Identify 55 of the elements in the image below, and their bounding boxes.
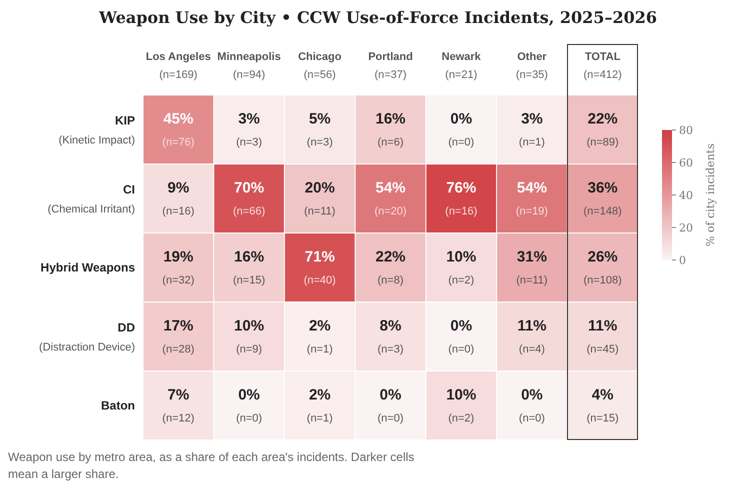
y-tick-label: KIP (Kinetic Impact) — [58, 114, 135, 146]
y-tick-label: Baton — [101, 398, 135, 412]
data-label: 10% (n=2) — [446, 248, 476, 286]
y-tick-label: Hybrid Weapons — [40, 260, 136, 274]
data-label: 0% (n=0) — [378, 386, 404, 424]
x-tick-label: Portland (n=37) — [368, 51, 413, 81]
data-label: 17% (n=28) — [162, 318, 194, 356]
text: Weapon use by metro area, as a share of each area's incidents. Darker cells mean a larger share. — [8, 449, 416, 483]
data-label: 7% (n=12) — [162, 386, 194, 424]
y-tick-label: DD (Distraction Device) — [39, 320, 136, 354]
data-label: 0% (n=0) — [518, 386, 545, 424]
x-tick-label: Minneapolis (n=94) — [217, 51, 281, 81]
color-bar-label: 0 — [679, 254, 686, 267]
data-label: 20% (n=11) — [304, 180, 336, 218]
data-label: 45% (n=76) — [162, 110, 194, 148]
color-bar-label: 80 — [679, 124, 693, 137]
data-label: 70% (n=66) — [233, 180, 266, 218]
x-tick-label: Newark (n=21) — [442, 51, 482, 81]
data-label: 54% (n=20) — [374, 180, 407, 218]
data-label: 5% (n=3) — [306, 110, 333, 148]
data-label: 0% (n=0) — [448, 318, 474, 356]
data-label: 16% (n=6) — [375, 110, 406, 148]
x-tick-label: Chicago (n=56) — [298, 51, 342, 81]
color-bar-label: 20 — [679, 222, 693, 234]
data-label: 31% (n=11) — [516, 248, 548, 286]
data-label: 19% (n=32) — [162, 248, 194, 286]
data-label: 16% (n=15) — [233, 248, 266, 286]
y-tick-label: CI (Chemical Irritant) — [48, 182, 135, 216]
data-label: 0% (n=0) — [448, 110, 474, 148]
x-tick-label: TOTAL (n=412) — [584, 51, 622, 81]
data-label: 11% (n=4) — [517, 318, 547, 356]
data-label: 76% (n=16) — [445, 180, 478, 218]
data-label: 3% (n=3) — [236, 110, 262, 148]
data-label: 8% (n=3) — [378, 318, 404, 356]
data-label: 11% (n=45) — [586, 318, 619, 356]
data-label: 4% (n=15) — [586, 386, 619, 424]
data-label: 26% (n=108) — [584, 248, 622, 286]
color-bar-label: 60 — [679, 156, 693, 170]
data-label: 3% (n=1) — [518, 110, 545, 148]
data-label: 2% (n=1) — [306, 386, 333, 424]
data-label: 2% (n=1) — [306, 318, 333, 356]
data-label: 22% (n=8) — [375, 248, 406, 286]
color-bar-title: % of city incidents — [704, 143, 717, 246]
data-label: 10% (n=9) — [234, 318, 264, 356]
x-tick-label: Other (n=35) — [516, 51, 548, 81]
data-label: 36% (n=148) — [584, 180, 622, 218]
data-label: 22% (n=89) — [586, 110, 619, 148]
chart-title: Weapon Use by City • CCW Use-of-Force Incidents, 2025–2026 — [98, 8, 658, 27]
color-bar-label: 40 — [679, 189, 693, 202]
data-label: 71% (n=40) — [304, 248, 336, 286]
data-label: 0% (n=0) — [236, 386, 262, 424]
x-tick-label: Los Angeles (n=169) — [146, 51, 211, 81]
data-label: 9% (n=16) — [162, 180, 194, 218]
data-label: 54% (n=19) — [516, 180, 548, 218]
data-label: 10% (n=2) — [446, 386, 476, 424]
